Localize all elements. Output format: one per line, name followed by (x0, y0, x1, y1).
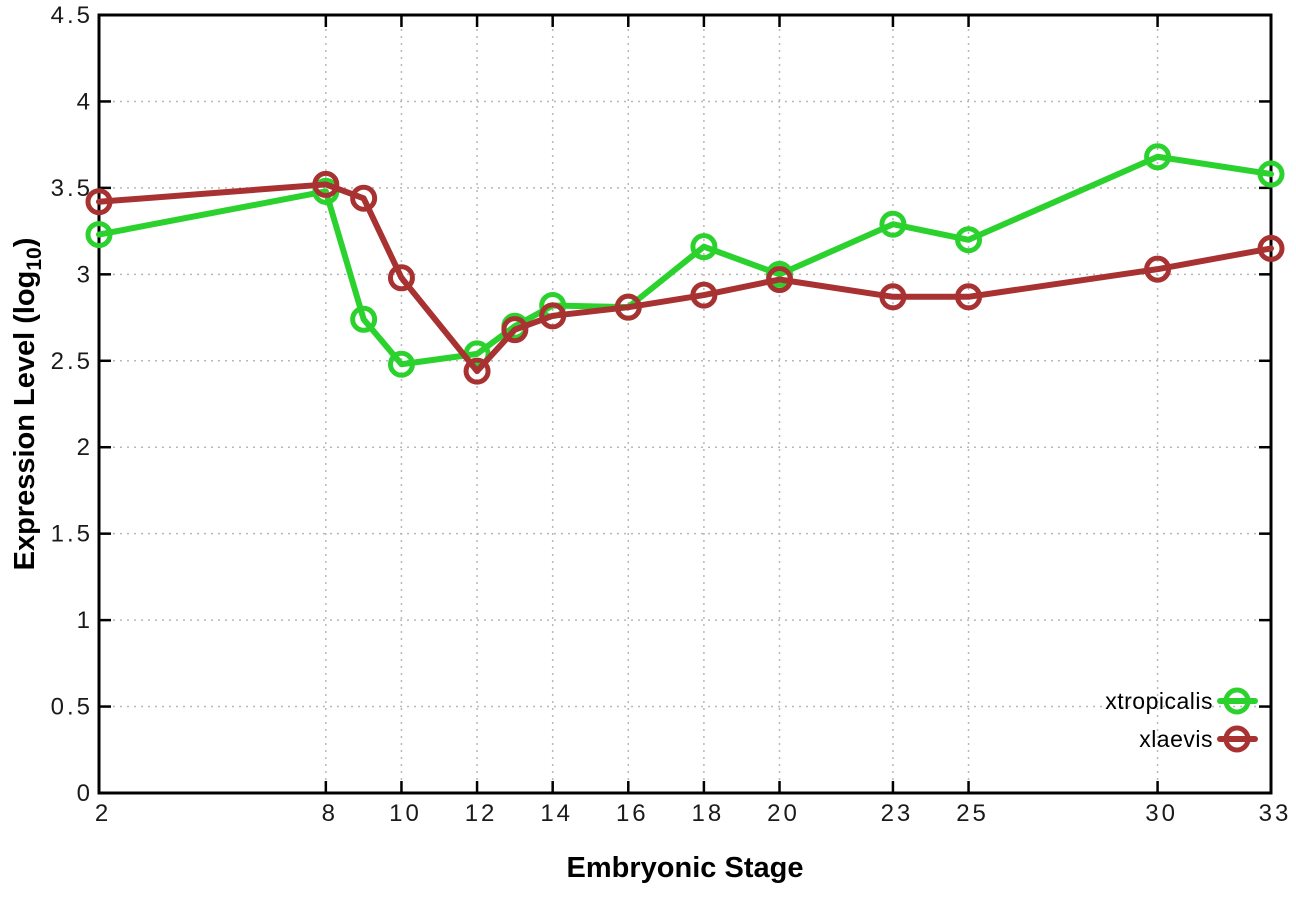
legend-label-xlaevis: xlaevis (1139, 726, 1213, 752)
data-point-marker (614, 293, 642, 321)
x-axis-title: Embryonic Stage (567, 852, 804, 884)
x-tick-label: 12 (465, 800, 498, 827)
legend-label-xtropicalis: xtropicalis (1105, 688, 1213, 714)
data-point-marker (387, 264, 415, 292)
data-point-marker (350, 184, 378, 212)
y-tick-label: 4 (77, 88, 93, 115)
data-point-marker (350, 305, 378, 333)
legend-sample-marker (1223, 725, 1251, 753)
data-point-marker (1144, 255, 1172, 283)
y-tick-label: 1.5 (51, 521, 93, 548)
data-point-marker (879, 283, 907, 311)
data-point-marker (955, 283, 983, 311)
y-tick-label: 3.5 (51, 175, 93, 202)
data-point-marker (1257, 160, 1285, 188)
data-point-marker (955, 226, 983, 254)
data-point-marker (312, 170, 340, 198)
data-point-marker (85, 188, 113, 216)
x-tick-label: 30 (1145, 800, 1178, 827)
x-tick-label: 25 (956, 800, 989, 827)
data-point-marker (766, 266, 794, 294)
data-point-marker (463, 357, 491, 385)
series-xlaevis (85, 170, 1285, 385)
x-tick-label: 20 (767, 800, 800, 827)
x-gridlines (98, 15, 1272, 793)
data-point-marker (690, 233, 718, 261)
legend: xtropicalis xlaevis (1105, 687, 1258, 753)
data-point-marker (85, 221, 113, 249)
legend-sample-marker (1223, 687, 1251, 715)
data-point-marker (501, 316, 529, 344)
x-tick-labels: 2 8 10 12 14 16 18 20 23 25 30 33 (95, 800, 1292, 827)
x-tick-label: 33 (1259, 800, 1292, 827)
data-point-marker (1257, 234, 1285, 262)
series-xtropicalis (85, 143, 1285, 378)
data-point-marker (690, 281, 718, 309)
x-tick-label: 14 (540, 800, 573, 827)
data-point-marker (1144, 143, 1172, 171)
x-tick-label: 10 (389, 800, 422, 827)
x-tick-label: 18 (692, 800, 725, 827)
y-axis-title: Expression Level (log10) (9, 238, 46, 571)
y-tick-label: 4.5 (51, 2, 93, 29)
plot-border (97, 13, 1273, 795)
y-tick-label: 2 (77, 434, 93, 461)
data-point-marker (539, 302, 567, 330)
y-tick-label: 0.5 (51, 694, 93, 721)
data-point-marker (879, 210, 907, 238)
x-tick-label: 2 (95, 800, 111, 827)
y-tick-label: 3 (77, 261, 93, 288)
axis-ticks (97, 13, 1273, 795)
x-tick-label: 23 (881, 800, 914, 827)
series-line (96, 181, 1274, 375)
y-tick-label: 1 (77, 607, 93, 634)
y-tick-labels: 0 0.5 1 1.5 2 2.5 3 3.5 4 4.5 (51, 2, 93, 807)
y-tick-label: 2.5 (51, 348, 93, 375)
x-tick-label: 16 (616, 800, 649, 827)
y-tick-label: 0 (77, 780, 93, 807)
y-gridlines (99, 14, 1271, 794)
data-point-marker (387, 350, 415, 378)
x-tick-label: 8 (322, 800, 338, 827)
